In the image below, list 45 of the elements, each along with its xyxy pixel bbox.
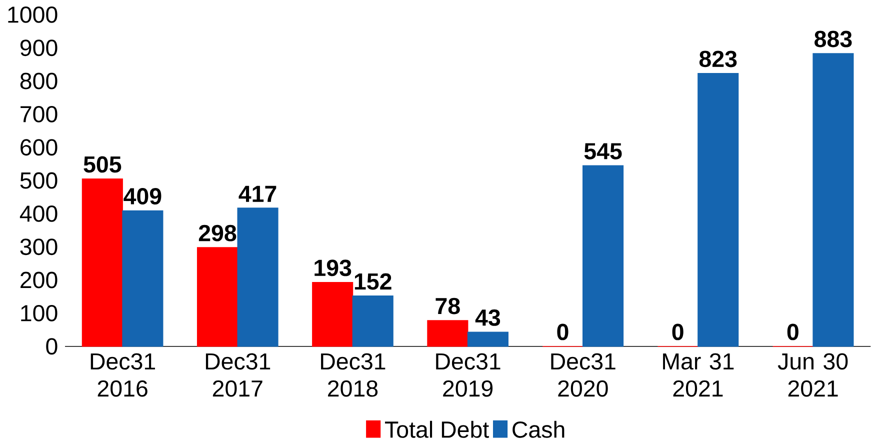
- bar: [237, 208, 278, 347]
- x-tick-label: Dec31 2020: [551, 353, 616, 397]
- x-tick-label: Dec31 2017: [206, 353, 270, 397]
- data-label: 0: [557, 324, 568, 340]
- data-label: 545: [584, 143, 622, 160]
- x-tick-label: Jun 30 2021: [778, 353, 848, 397]
- data-label: 417: [238, 186, 276, 202]
- bar: [312, 282, 354, 347]
- data-label: 409: [124, 188, 162, 204]
- bar: [196, 246, 238, 347]
- y-tick-label: 0: [46, 338, 58, 354]
- bar: [698, 72, 739, 347]
- legend-label: Cash: [512, 420, 564, 438]
- bar: [582, 165, 624, 347]
- y-tick-label: 600: [20, 138, 58, 156]
- data-label: 505: [84, 156, 122, 172]
- y-tick-label: 1000: [8, 6, 58, 23]
- data-label: 298: [198, 224, 236, 242]
- bar: [427, 320, 468, 347]
- bar: [467, 332, 508, 347]
- data-label: 43: [475, 309, 500, 326]
- y-tick-label: 400: [20, 205, 58, 222]
- bar: [82, 178, 123, 347]
- y-tick-label: 500: [20, 172, 58, 189]
- data-label: 78: [436, 298, 460, 314]
- x-tick-label: Dec31 2019: [436, 353, 500, 397]
- x-tick-label: Dec31 2016: [90, 353, 155, 397]
- legend-label: Total Debt: [384, 420, 489, 438]
- y-tick-label: 100: [21, 304, 58, 322]
- y-tick-label: 700: [20, 106, 58, 122]
- bar: [812, 52, 854, 347]
- bar: [352, 295, 394, 347]
- data-label: 193: [314, 260, 352, 276]
- bar: [122, 210, 164, 347]
- data-label: 0: [787, 324, 798, 340]
- y-tick-label: 800: [20, 72, 58, 90]
- y-tick-label: 200: [20, 272, 58, 288]
- x-tick-label: Mar 31 2021: [663, 353, 734, 397]
- data-label: 152: [354, 273, 392, 290]
- x-tick-label: Dec31 2018: [321, 353, 386, 397]
- y-tick-label: 900: [20, 39, 58, 56]
- data-label: 823: [699, 50, 737, 68]
- data-label: 883: [814, 30, 852, 48]
- data-label: 0: [672, 324, 684, 340]
- y-tick-label: 300: [20, 238, 58, 255]
